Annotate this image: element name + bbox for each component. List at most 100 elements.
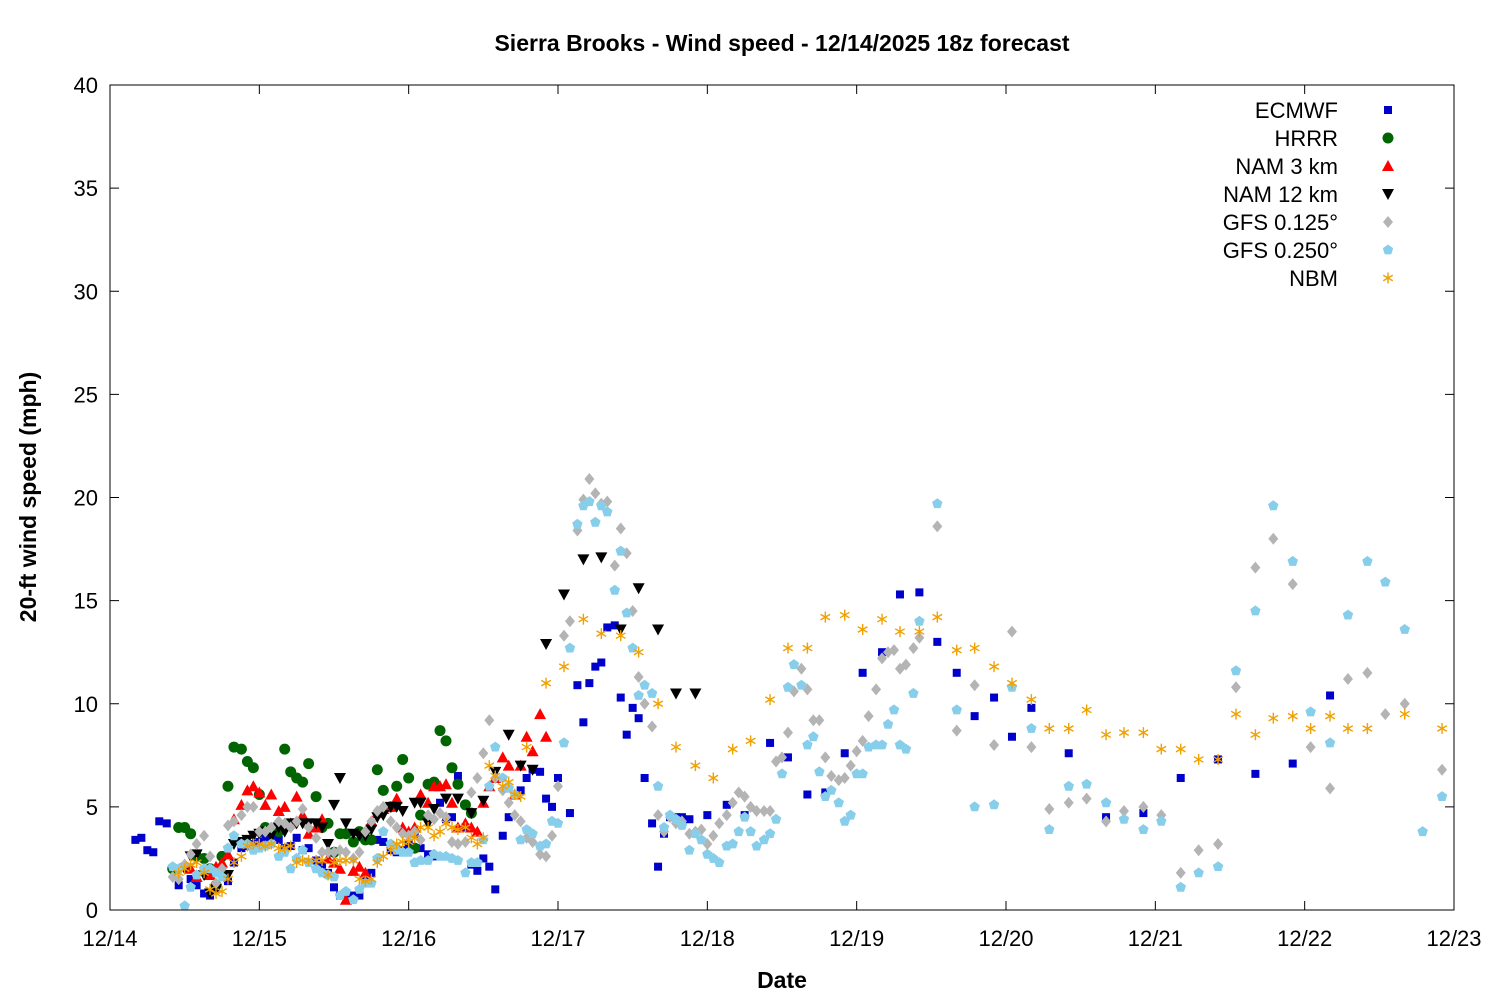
data-point [228, 815, 239, 828]
data-point [440, 793, 452, 805]
data-point [820, 751, 831, 764]
data-point [745, 826, 756, 837]
data-point [447, 813, 456, 822]
data-series [131, 472, 1448, 911]
data-point [254, 838, 265, 850]
data-point [502, 759, 515, 771]
x-tick-label: 12/22 [1277, 926, 1332, 951]
data-point [670, 813, 682, 824]
data-point [471, 825, 484, 837]
data-point [185, 881, 196, 892]
data-point [727, 743, 738, 755]
data-point [584, 472, 595, 485]
data-point [527, 828, 538, 839]
data-point [690, 828, 701, 839]
data-point [565, 809, 574, 818]
data-point [484, 714, 495, 727]
data-point [1268, 500, 1279, 511]
data-point [1081, 778, 1092, 789]
data-point [1026, 694, 1037, 706]
data-point [385, 844, 396, 856]
data-point [676, 819, 688, 830]
data-point [1027, 703, 1036, 712]
data-point [355, 891, 364, 900]
data-point [328, 857, 340, 869]
data-point [323, 846, 334, 859]
y-tick-label: 20 [74, 486, 98, 511]
data-point [1118, 813, 1130, 824]
data-point [908, 642, 919, 655]
data-point [391, 780, 403, 792]
data-point [1325, 782, 1336, 795]
data-point [316, 855, 328, 866]
data-point [670, 741, 682, 753]
legend-label: HRRR [1274, 126, 1338, 151]
data-point [739, 790, 750, 803]
data-point [895, 590, 904, 599]
data-point [552, 817, 564, 828]
data-point [222, 842, 234, 853]
data-point [542, 794, 551, 803]
data-point [1101, 815, 1112, 828]
data-point [615, 630, 626, 642]
data-point [503, 776, 514, 788]
data-point [540, 730, 553, 742]
data-point [441, 811, 451, 824]
data-point [654, 862, 663, 871]
data-point [347, 836, 359, 848]
data-point [472, 857, 483, 867]
data-point [1287, 578, 1298, 591]
data-point [914, 631, 925, 644]
x-tick-label: 12/16 [381, 926, 436, 951]
data-point [340, 885, 352, 896]
y-tick-label: 10 [74, 692, 98, 717]
data-point [198, 867, 210, 879]
data-point [1156, 815, 1167, 826]
data-point [242, 800, 253, 813]
data-point [602, 506, 613, 517]
data-point [311, 831, 322, 844]
data-point [814, 766, 825, 777]
data-point [185, 848, 196, 861]
data-point [888, 704, 900, 715]
legend-marker [1384, 106, 1392, 114]
data-point [857, 734, 868, 747]
data-point [584, 496, 595, 507]
data-point [378, 800, 389, 813]
data-point [526, 764, 539, 776]
data-point [303, 821, 314, 834]
data-point [540, 638, 553, 650]
data-point [554, 774, 562, 782]
data-point [783, 753, 792, 762]
data-point [777, 751, 787, 764]
data-point [371, 764, 383, 776]
data-point [908, 687, 919, 698]
data-point [259, 798, 272, 810]
data-point [536, 767, 545, 776]
data-point [453, 771, 462, 780]
data-point [858, 668, 867, 677]
data-point [436, 798, 445, 807]
data-point [1230, 708, 1242, 720]
data-point [1287, 710, 1298, 722]
data-point [952, 668, 961, 677]
data-point [708, 829, 719, 842]
data-point [1081, 704, 1092, 716]
data-point [254, 825, 265, 838]
data-point [863, 710, 874, 723]
data-point [553, 780, 563, 793]
data-point [185, 828, 197, 840]
y-tick-label: 25 [74, 382, 98, 407]
data-point [1362, 555, 1373, 566]
data-point [714, 817, 725, 830]
series-gfs-0-250- [167, 496, 1448, 911]
data-point [839, 772, 850, 784]
data-point [634, 714, 643, 723]
data-point [434, 725, 446, 737]
data-point [162, 819, 171, 828]
data-point [473, 866, 482, 875]
data-point [803, 790, 812, 799]
data-point [221, 848, 234, 860]
data-point [366, 815, 377, 828]
